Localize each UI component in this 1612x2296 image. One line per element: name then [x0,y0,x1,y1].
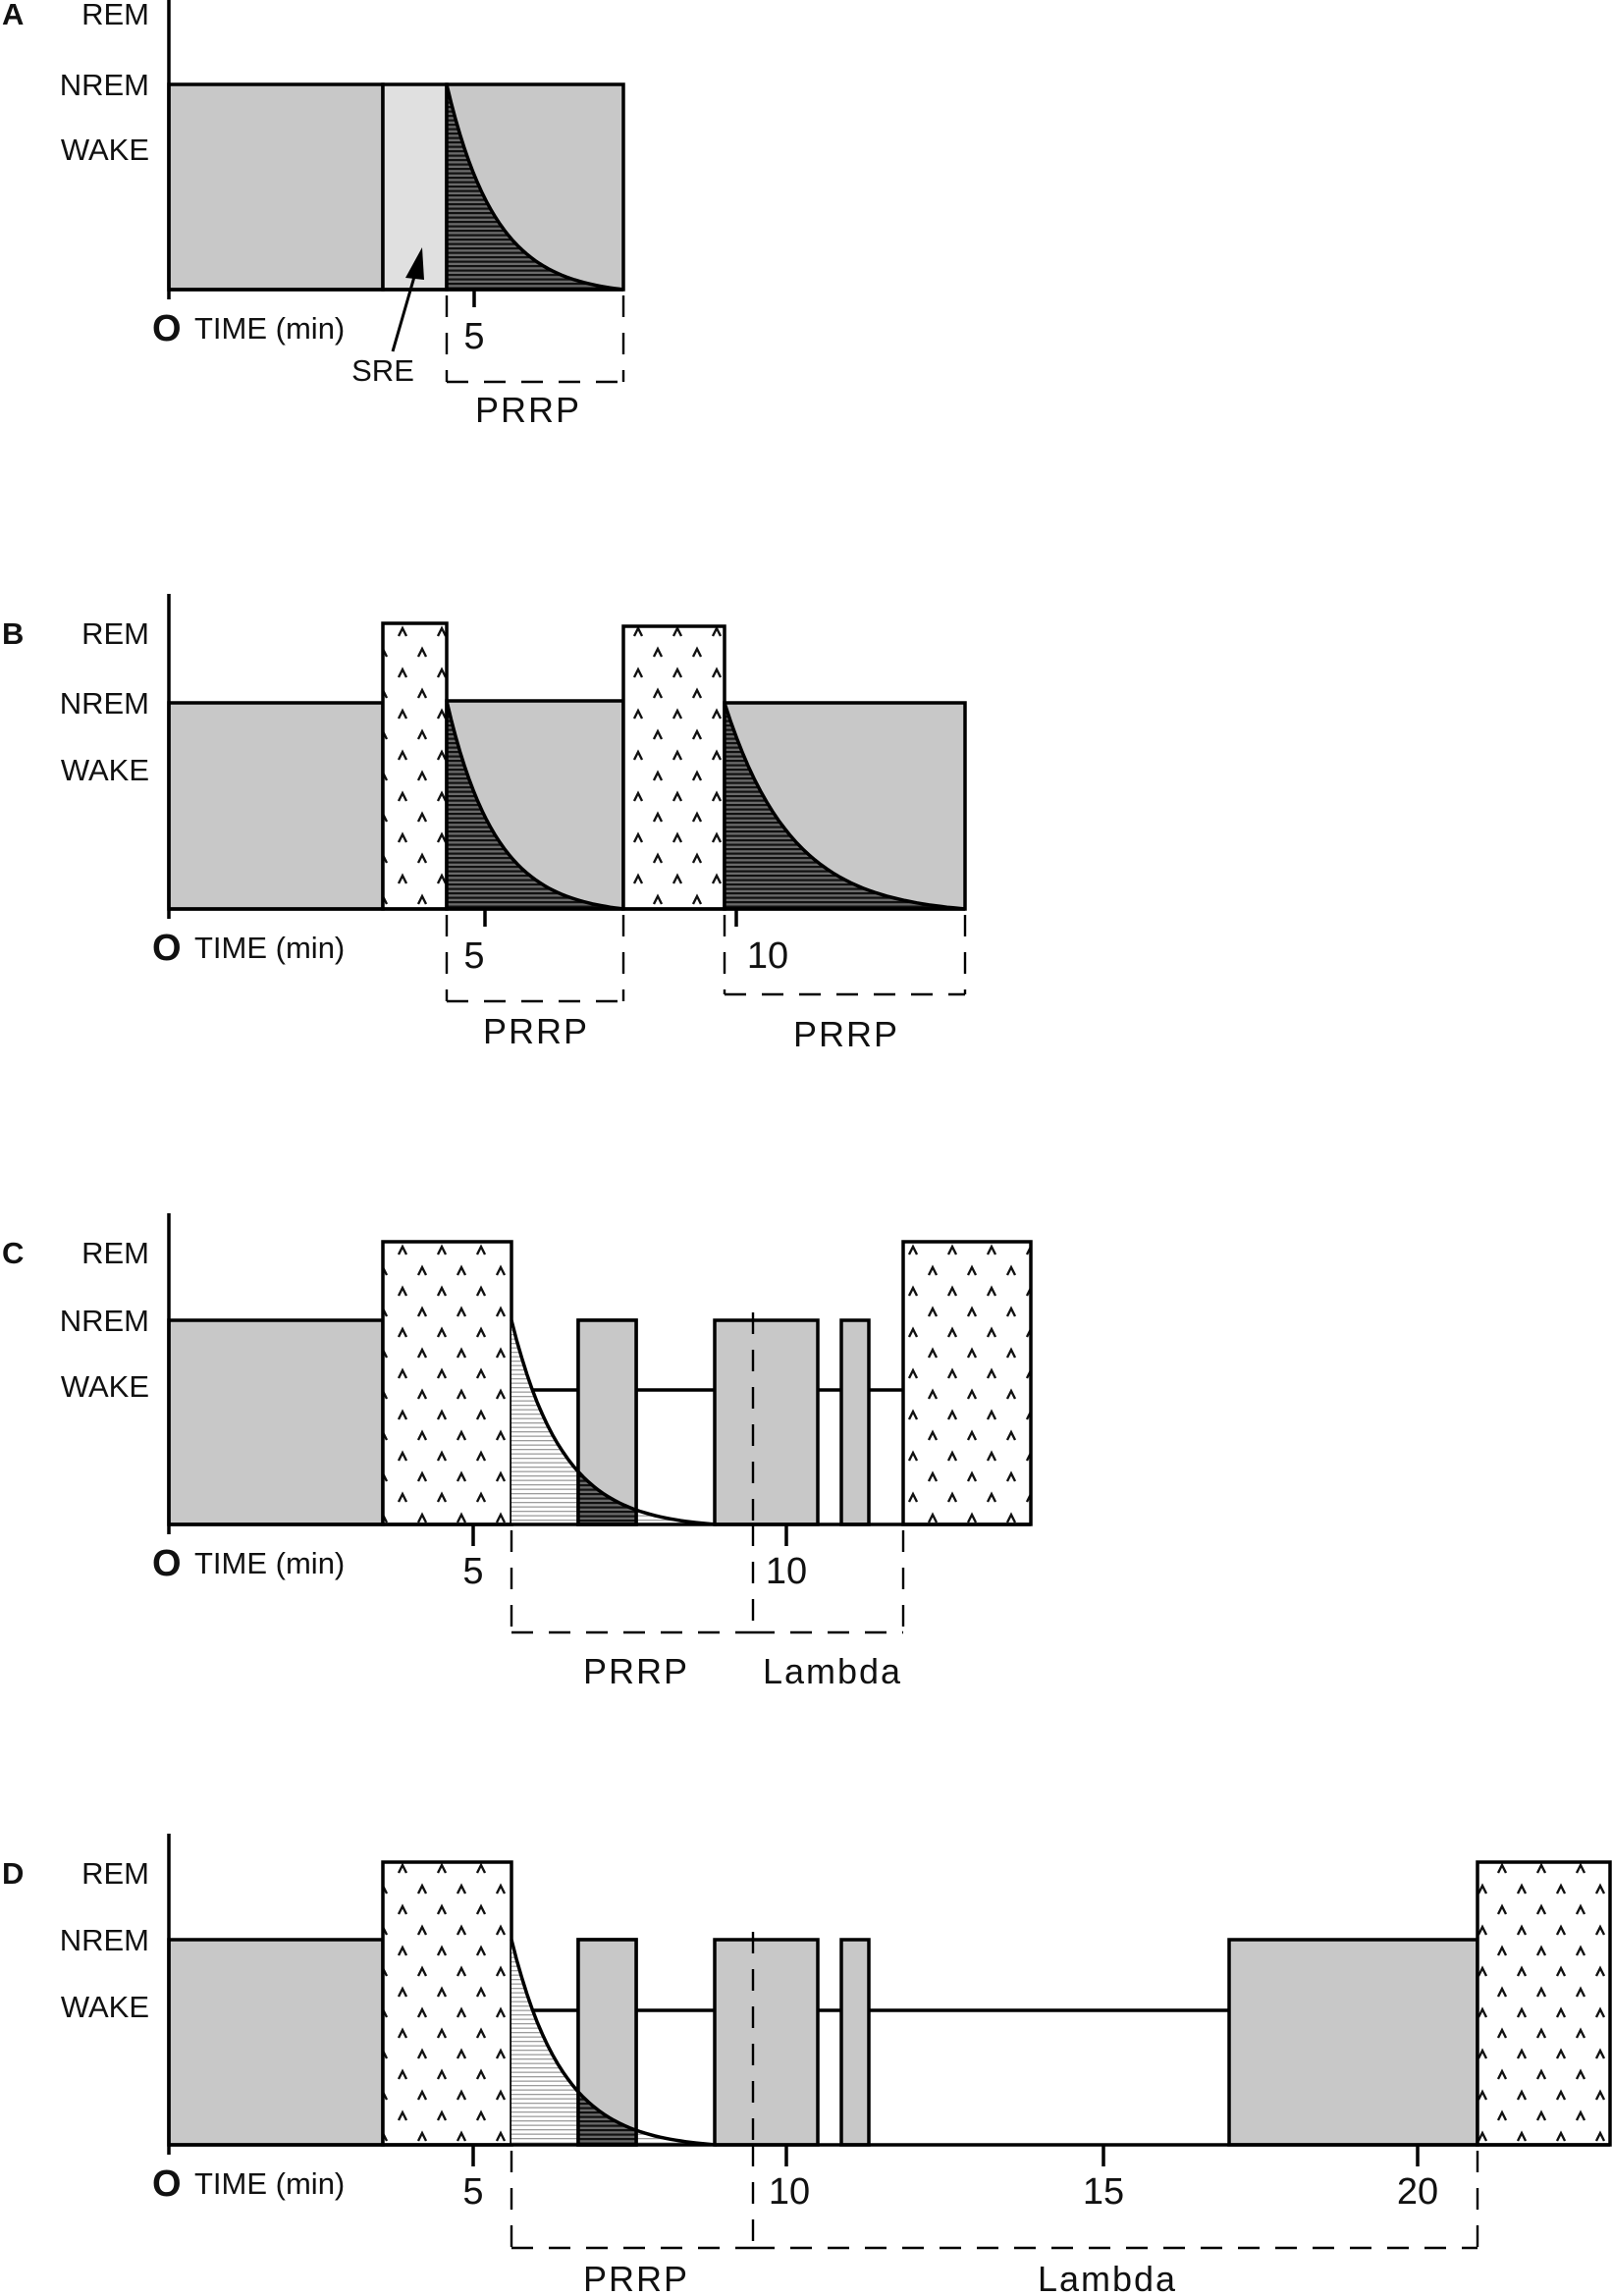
bracket-label: PRRP [793,1014,899,1054]
prrp-shaded-area [636,2130,717,2145]
rem-label: REM [81,0,149,31]
nrem-block [839,1938,871,2147]
panel-letter: A [2,0,24,31]
tick-label: 5 [463,316,484,357]
axis-origin-label: O [152,2163,182,2205]
nrem-block [167,701,385,911]
rem-block [901,1240,1033,1526]
time-axis-label: TIME (min) [194,2166,345,2201]
prrp-shaded-area [447,84,623,290]
tick-label: 5 [462,1551,483,1592]
axis-origin-label: O [152,308,182,349]
bracket-label: PRRP [483,1011,589,1051]
decay-curve [510,1939,718,2147]
panel-d: REM NREM WAKE D O TIME (min) 5 10 15 20 PRRP Lambda [2,1834,1612,2296]
nrem-block [1227,1938,1479,2147]
time-axis-label: TIME (min) [194,931,345,965]
nrem-block [167,82,385,292]
panel-a: REM NREM WAKE A O TIME (min) 5 SRE PRRP [2,0,625,430]
nrem-label: NREM [60,1304,149,1338]
bracket-label: PRRP [475,390,581,430]
bracket-label: PRRP [583,1651,689,1691]
tick-label: 10 [769,2171,810,2213]
panel-letter: B [2,616,24,651]
rem-label: REM [81,1236,149,1270]
axis-origin-label: O [152,1543,182,1584]
rem-block [381,1240,513,1526]
panel-letter: C [2,1236,24,1270]
nrem-block [713,1318,820,1526]
nrem-block [167,1938,385,2147]
tick-label: 5 [462,2171,483,2213]
nrem-label: NREM [60,1923,149,1957]
nrem-label: NREM [60,686,149,721]
axis-origin-label: O [152,928,182,969]
nrem-block [167,1318,385,1526]
rem-label: REM [81,1856,149,1891]
rem-block [381,1860,513,2147]
rem-block [1476,1860,1612,2147]
bracket-label: Lambda [763,1651,902,1691]
prrp-shaded-area [725,703,965,909]
nrem-block [839,1318,871,1526]
sre-label: SRE [351,353,414,388]
wake-label: WAKE [61,753,149,787]
bracket-label: Lambda [1038,2259,1177,2296]
tick-label: 15 [1083,2171,1124,2213]
decay-curve [445,700,624,911]
decay-curve [510,1319,718,1526]
wake-label: WAKE [61,1990,149,2024]
nrem-block [713,1938,820,2147]
bracket-label: PRRP [583,2259,689,2296]
time-axis-label: TIME (min) [194,1546,345,1580]
tick-label: 10 [747,935,788,977]
rem-block [381,621,449,911]
tick-label: 20 [1397,2171,1438,2213]
sre-block [381,82,449,292]
wake-label: WAKE [61,133,149,167]
decay-curve [445,83,624,292]
sre-arrow-head [405,247,424,280]
panel-c: REM NREM WAKE C O TIME (min) 5 10 PRRP Lambda [2,1213,1033,1691]
prrp-shaded-area [636,1510,717,1524]
time-axis-label: TIME (min) [194,311,345,346]
rem-label: REM [81,616,149,651]
nrem-label: NREM [60,68,149,102]
panel-letter: D [2,1856,24,1891]
decay-curve [723,702,966,911]
sre-arrow-shaft [391,269,418,352]
prrp-shaded-area [447,701,623,909]
rem-block [621,624,726,911]
tick-label: 10 [766,1551,807,1592]
tick-label: 5 [463,935,484,977]
wake-label: WAKE [61,1369,149,1404]
